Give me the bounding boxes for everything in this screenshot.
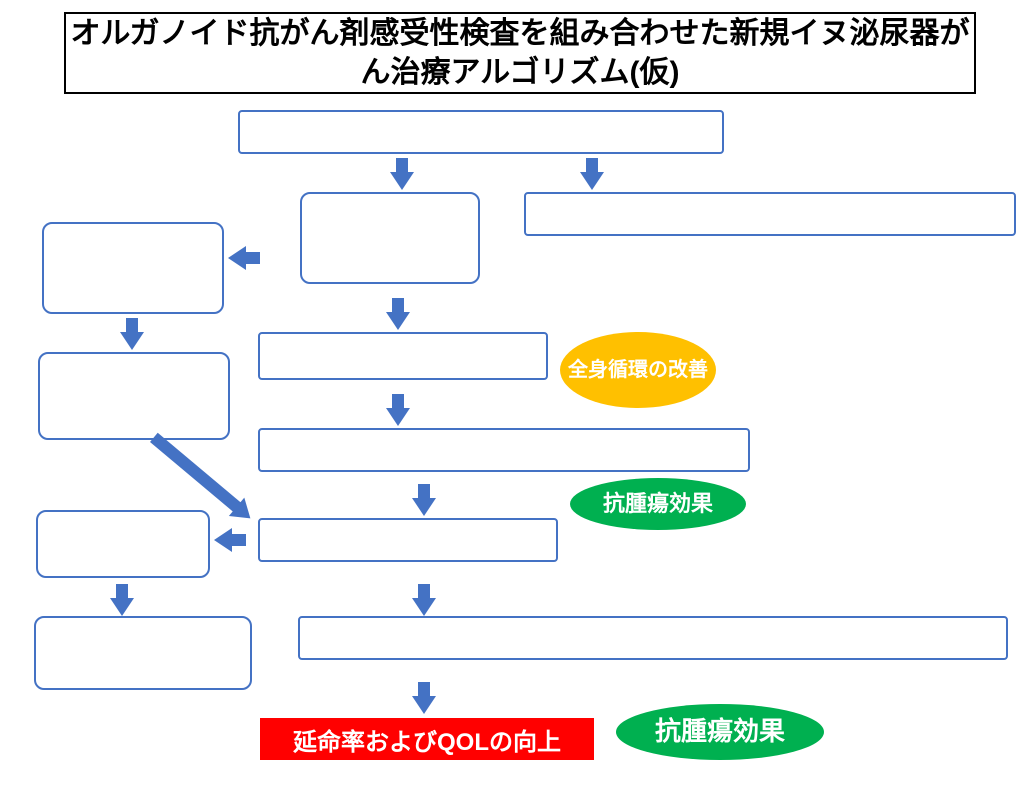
arrow-8 xyxy=(214,528,232,552)
arrow-2 xyxy=(228,246,246,270)
arrow-4 xyxy=(386,312,410,330)
node-n6 xyxy=(38,352,230,440)
node-n4 xyxy=(42,222,224,314)
node-n8 xyxy=(258,518,558,562)
arrow-7 xyxy=(412,498,436,516)
node-n1 xyxy=(238,110,724,154)
node-n7 xyxy=(258,428,750,472)
arrow-10 xyxy=(412,598,436,616)
annotation-e2: 抗腫瘍効果 xyxy=(570,478,746,530)
arrow-6 xyxy=(150,433,242,513)
result-box: 延命率およびQOLの向上 xyxy=(260,718,594,760)
arrow-5 xyxy=(386,408,410,426)
annotation-e3: 抗腫瘍効果 xyxy=(616,704,824,760)
arrow-1 xyxy=(580,172,604,190)
node-n11 xyxy=(298,616,1008,660)
arrow-9 xyxy=(110,598,134,616)
arrow-0 xyxy=(390,172,414,190)
node-n3 xyxy=(524,192,1016,236)
node-n2 xyxy=(300,192,480,284)
arrow-11 xyxy=(412,696,436,714)
arrow-3 xyxy=(120,332,144,350)
node-n10 xyxy=(34,616,252,690)
node-n9 xyxy=(36,510,210,578)
node-n5 xyxy=(258,332,548,380)
diagram-title: オルガノイド抗がん剤感受性検査を組み合わせた新規イヌ泌尿器がん治療アルゴリズム(… xyxy=(64,12,976,94)
title-text: オルガノイド抗がん剤感受性検査を組み合わせた新規イヌ泌尿器がん治療アルゴリズム(… xyxy=(66,14,974,92)
annotation-e1: 全身循環の改善 xyxy=(560,332,716,408)
result-text: 延命率およびQOLの向上 xyxy=(293,722,561,757)
